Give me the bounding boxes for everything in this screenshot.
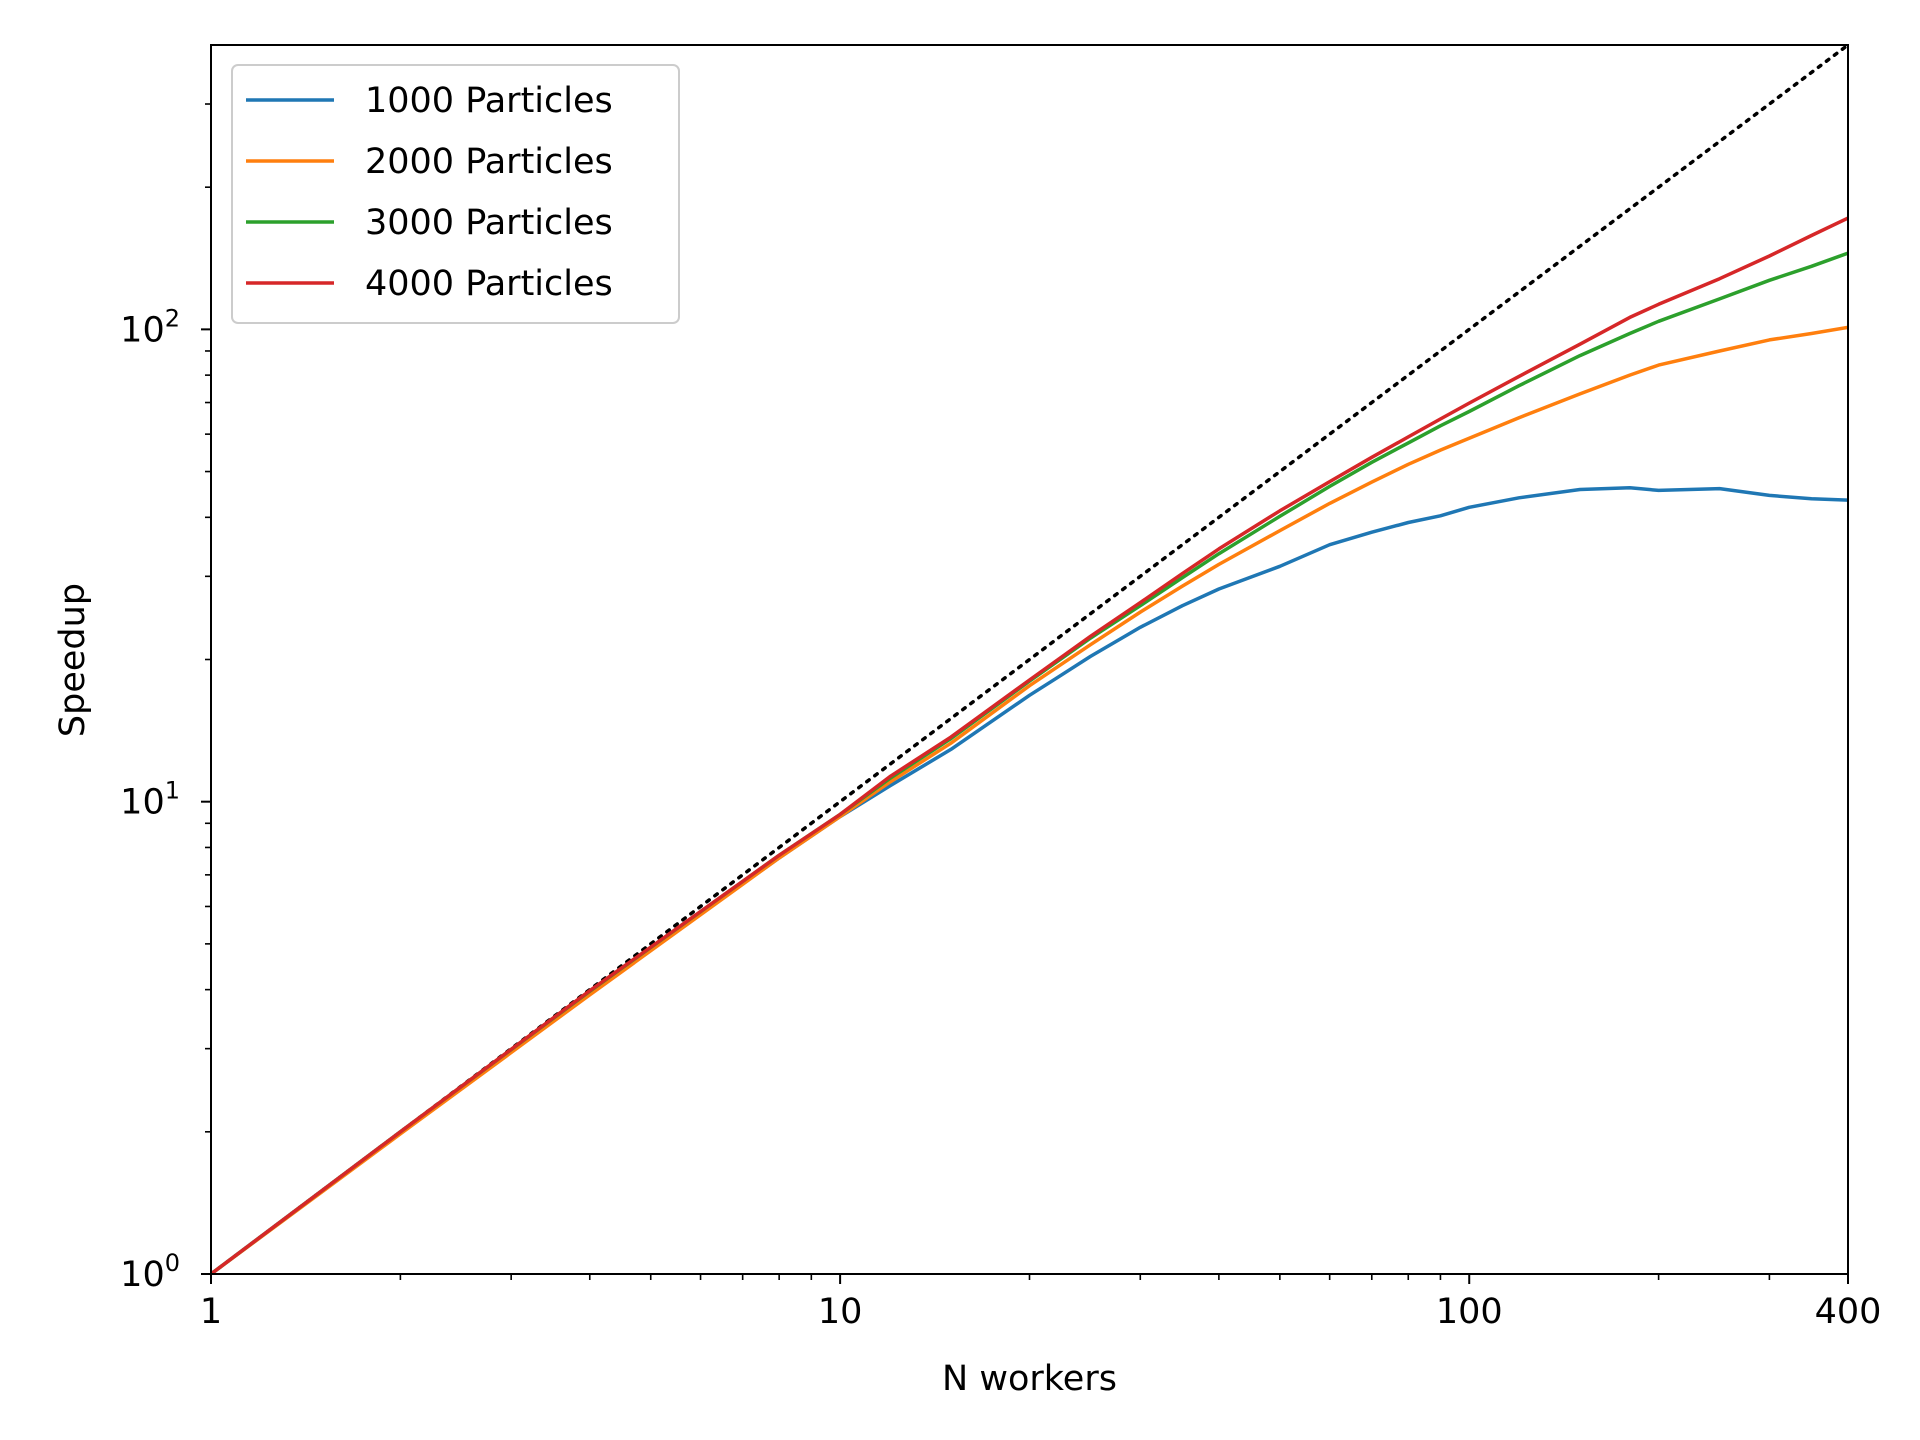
x-tick-label: 10 — [818, 1292, 863, 1332]
series-line-2 — [211, 325, 1848, 1274]
x-tick-label: 1 — [200, 1292, 222, 1332]
y-tick-label: 101 — [120, 777, 180, 823]
legend-box — [231, 64, 680, 324]
y-axis-label: Speedup — [53, 583, 93, 737]
plot-frame — [210, 44, 1849, 1275]
legend-label: 2000 Particles — [365, 142, 613, 182]
series-layer — [211, 45, 1848, 1274]
y-tick-label: 102 — [120, 304, 180, 350]
ticks-layer: 1 10 100 400 100 101 102 — [120, 103, 1882, 1332]
legend-label: 4000 Particles — [365, 264, 613, 304]
x-tick-label: 100 — [1436, 1292, 1503, 1332]
series-line-4 — [211, 216, 1848, 1274]
legend-label: 3000 Particles — [365, 203, 613, 243]
legend-label: 1000 Particles — [365, 81, 613, 121]
y-tick-label: 100 — [120, 1249, 180, 1295]
series-line-1 — [211, 486, 1848, 1274]
series-line-3 — [211, 251, 1848, 1274]
x-axis-label: N workers — [942, 1359, 1117, 1399]
legend: 1000 Particles 2000 Particles 3000 Particl… — [231, 64, 680, 324]
x-tick-label: 400 — [1815, 1292, 1882, 1332]
